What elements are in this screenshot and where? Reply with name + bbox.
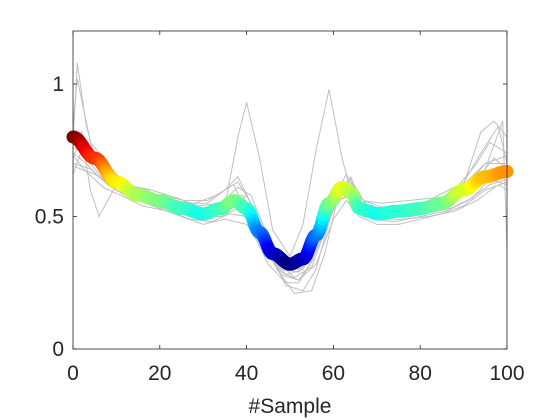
plot-frame xyxy=(72,30,508,350)
x-tick-label: 60 xyxy=(322,362,345,385)
x-tick-label: 40 xyxy=(235,362,258,385)
x-tick-label: 80 xyxy=(409,362,432,385)
y-ticks: 00.51 xyxy=(35,73,507,361)
x-ticks: 0 20 40 60 80 100 xyxy=(67,31,525,385)
x-tick-label: 20 xyxy=(148,362,171,385)
x-axis-label: #Sample xyxy=(249,395,332,418)
y-tick-label: 1 xyxy=(52,73,64,96)
background-series-line xyxy=(72,62,507,258)
y-tick-label: 0 xyxy=(52,338,64,361)
x-tick-label: 100 xyxy=(489,362,524,385)
background-series-line xyxy=(72,78,508,284)
x-tick-label: 0 xyxy=(67,362,79,385)
mean-series-group xyxy=(66,130,514,271)
y-tick-label: 0.5 xyxy=(35,206,64,229)
